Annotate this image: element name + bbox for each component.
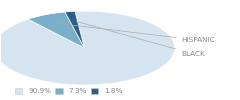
Legend: 90.9%, 7.3%, 1.8%: 90.9%, 7.3%, 1.8% <box>12 85 125 97</box>
Wedge shape <box>28 12 84 48</box>
Text: BLACK: BLACK <box>76 21 205 57</box>
Wedge shape <box>0 11 174 85</box>
Wedge shape <box>65 11 84 48</box>
Text: WHITE: WHITE <box>0 99 1 100</box>
Text: HISPANIC: HISPANIC <box>58 23 216 43</box>
